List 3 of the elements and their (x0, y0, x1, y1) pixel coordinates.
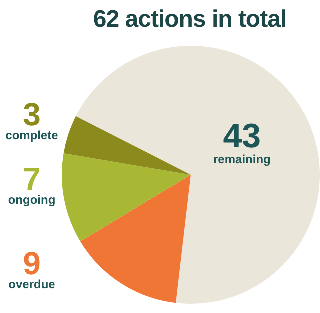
chart-title: 62 actions in total (92, 5, 288, 35)
slice-label: overdue (8, 277, 56, 292)
slice-label: complete (6, 128, 59, 143)
